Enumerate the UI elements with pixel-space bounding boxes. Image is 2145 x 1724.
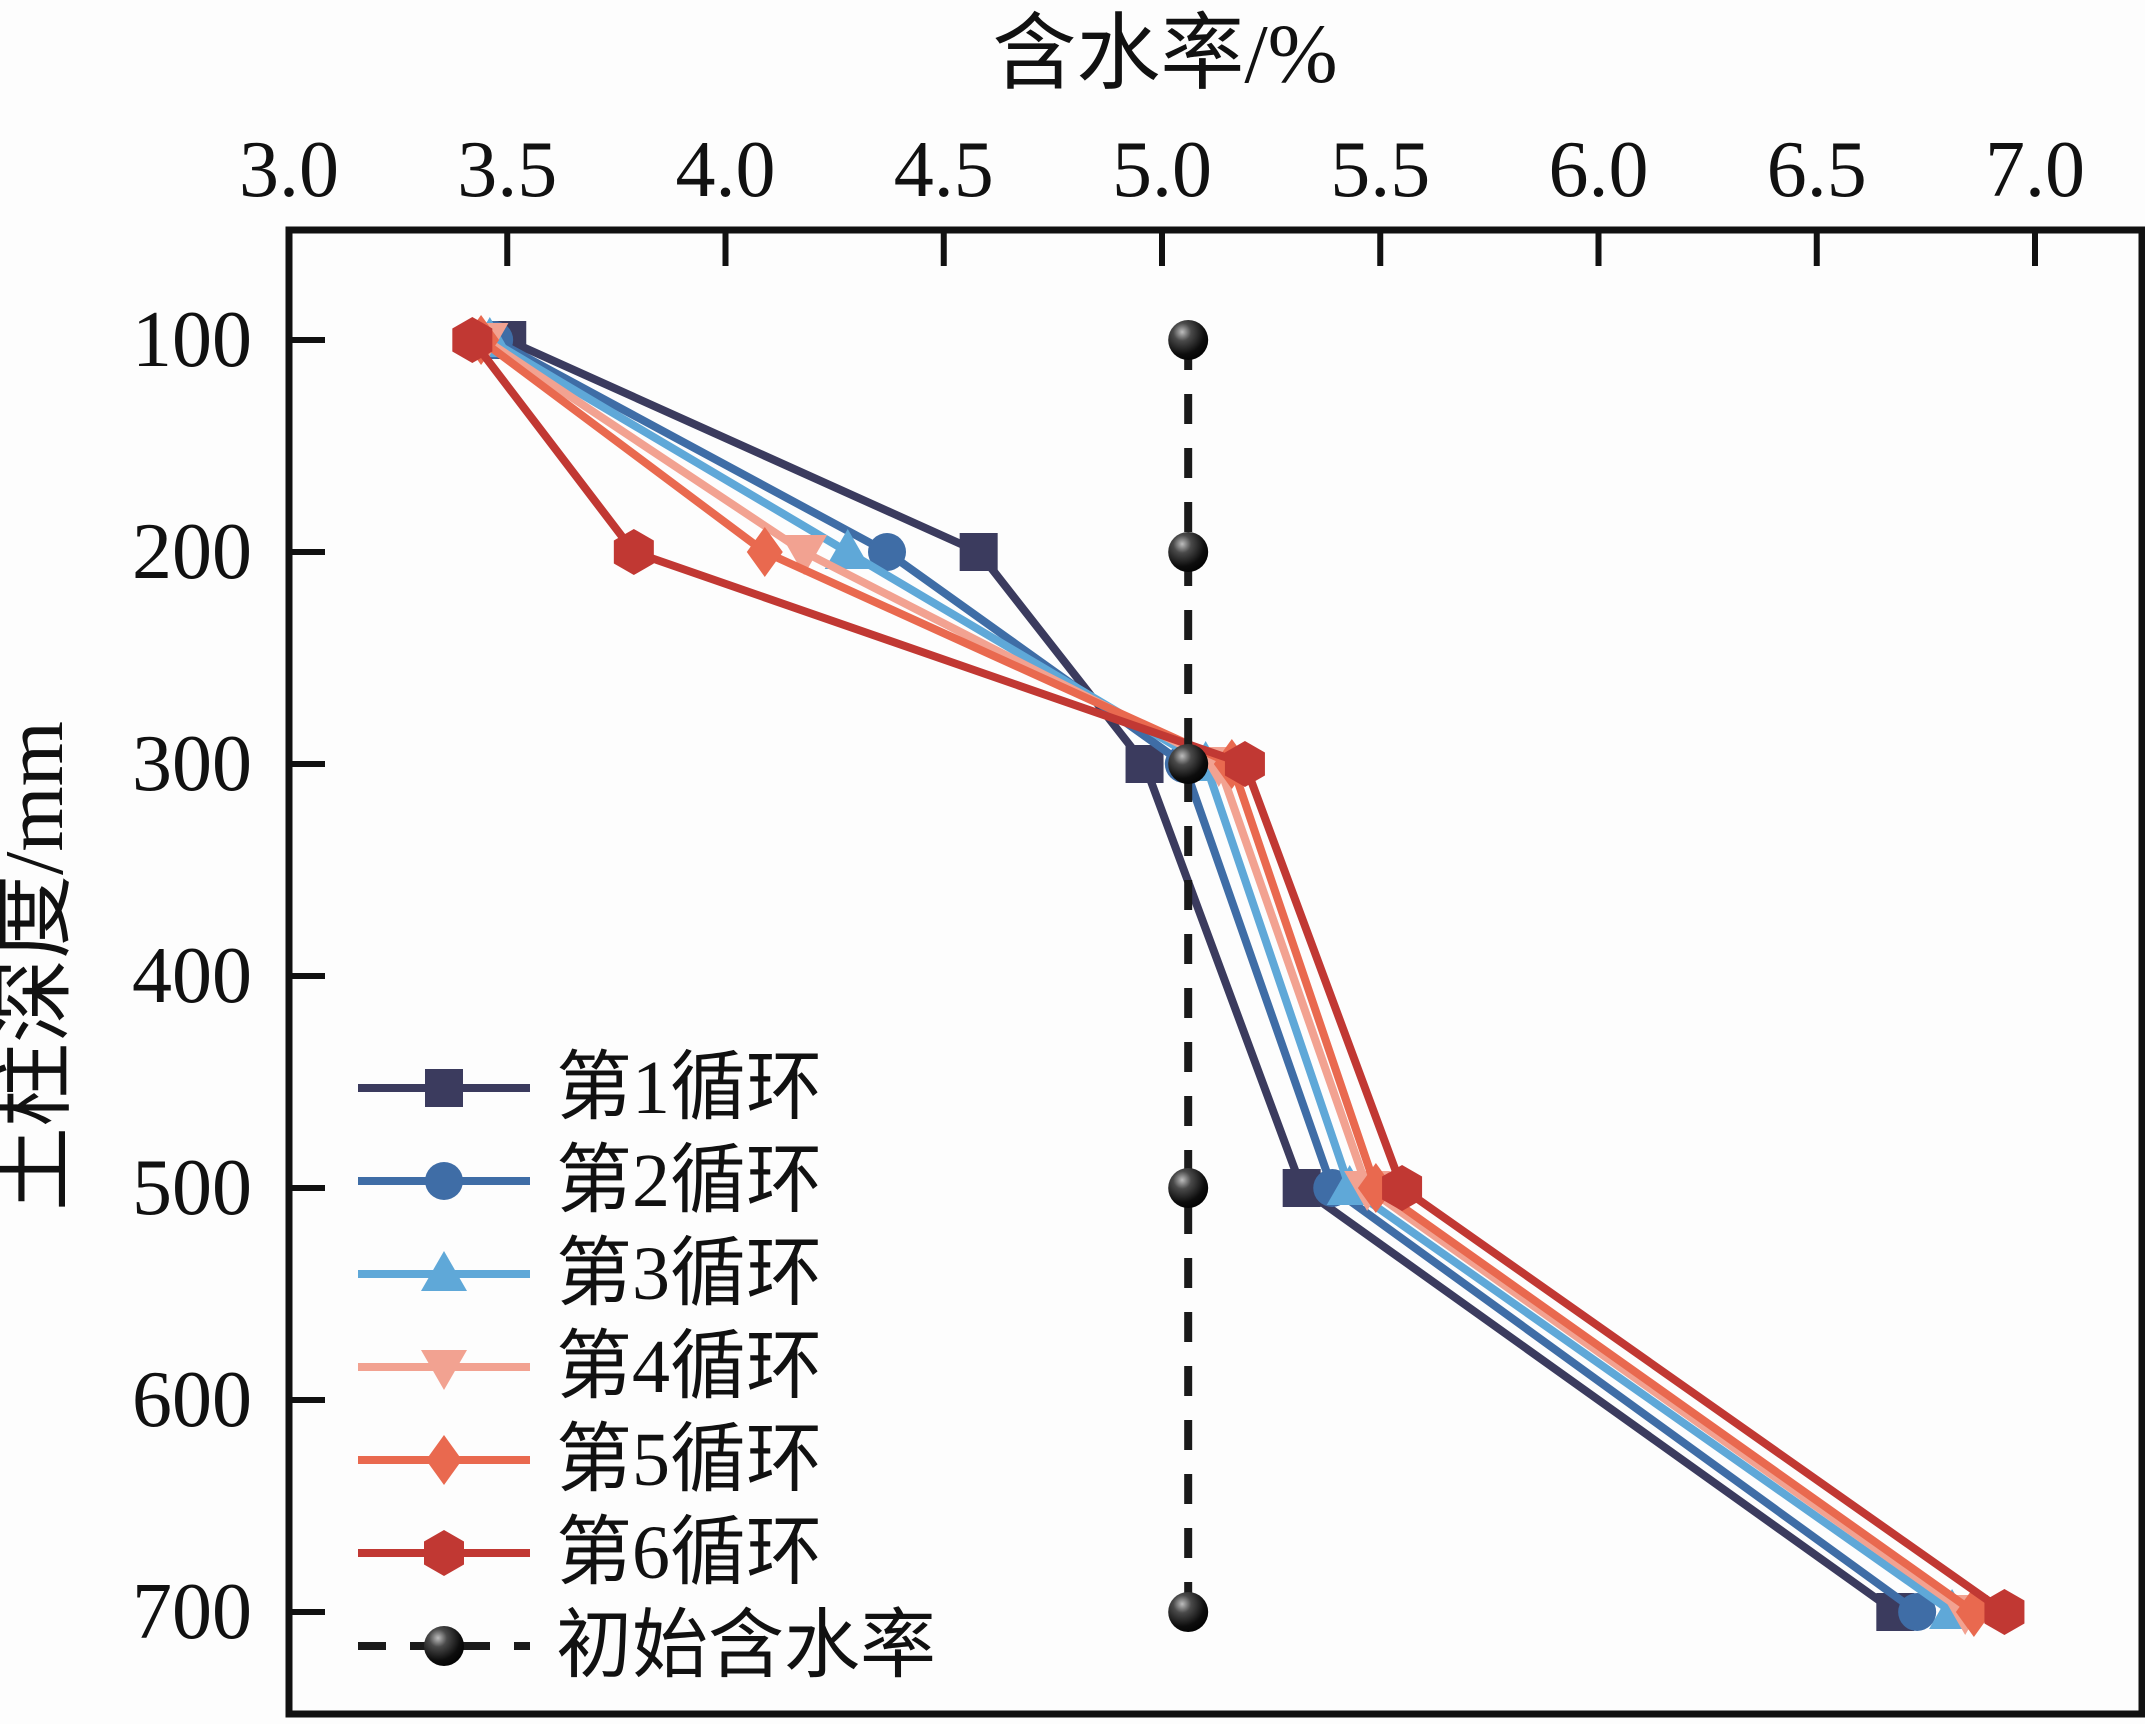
- legend-marker-initial: [424, 1626, 464, 1666]
- data-marker-cycle-3: [824, 529, 871, 569]
- data-marker-cycle-6: [1224, 741, 1265, 787]
- data-marker-initial: [1168, 1168, 1209, 1208]
- data-marker-cycle-1: [959, 533, 998, 571]
- x-tick-label: 7.0: [1985, 126, 2085, 214]
- data-marker-cycle-6: [1382, 1165, 1423, 1211]
- data-marker-cycle-6: [613, 529, 654, 575]
- data-marker-initial: [1168, 320, 1209, 360]
- y-tick-label: 200: [132, 508, 252, 596]
- y-tick-label: 700: [132, 1568, 252, 1656]
- legend-item-initial: 初始含水率: [358, 1604, 936, 1688]
- data-marker-cycle-1: [1125, 745, 1164, 783]
- x-tick-label: 6.5: [1767, 126, 1867, 214]
- legend-item-cycle-6: 第6循环: [358, 1511, 822, 1595]
- plot-area: 3.0 3.5 4.0 4.5 5.0 5.5 6.0 6.5 7.0 100 200 300 400 5…: [132, 126, 2145, 1718]
- x-axis-title: 含水率/%: [992, 8, 1337, 101]
- data-marker-cycle-5: [746, 527, 783, 577]
- y-axis-title: 土柱深度/mm: [0, 721, 81, 1211]
- legend-item-cycle-4: 第4循环: [358, 1325, 822, 1409]
- data-marker-cycle-6: [452, 317, 493, 363]
- legend-marker-cycle-3: [421, 1251, 467, 1291]
- data-marker-initial: [1168, 532, 1209, 572]
- data-marker-cycle-2: [1898, 1593, 1937, 1631]
- plot-border: [285, 226, 2145, 1718]
- y-tick-label: 100: [132, 296, 252, 384]
- legend-label-cycle-4: 第4循环: [556, 1325, 822, 1409]
- legend-marker-cycle-5: [426, 1435, 462, 1485]
- x-tick-label: 4.5: [894, 126, 994, 214]
- data-marker-cycle-6: [1984, 1589, 2025, 1635]
- legend-label-cycle-1: 第1循环: [556, 1046, 822, 1130]
- legend-label-cycle-2: 第2循环: [556, 1139, 822, 1223]
- y-tick-label: 600: [132, 1356, 252, 1444]
- legend-marker-cycle-4: [421, 1350, 467, 1390]
- legend-label-initial: 初始含水率: [556, 1604, 936, 1688]
- x-tick-label: 4.0: [676, 126, 776, 214]
- series-cycle-1: [488, 321, 1915, 1631]
- legend-item-cycle-2: 第2循环: [358, 1139, 822, 1223]
- legend-label-cycle-6: 第6循环: [556, 1511, 822, 1595]
- y-tick-label: 300: [132, 720, 252, 808]
- x-tick-label: 3.5: [457, 126, 557, 214]
- x-tick-label: 6.0: [1549, 126, 1649, 214]
- data-marker-initial: [1168, 744, 1209, 784]
- legend-label-cycle-3: 第3循环: [556, 1232, 822, 1316]
- legend-item-cycle-5: 第5循环: [358, 1418, 822, 1502]
- y-tick-label: 500: [132, 1144, 252, 1232]
- data-marker-cycle-4: [781, 535, 828, 575]
- legend-marker-cycle-2: [425, 1162, 463, 1200]
- legend-item-cycle-3: 第3循环: [358, 1232, 822, 1316]
- legend-item-cycle-1: 第1循环: [358, 1046, 822, 1130]
- x-tick-label: 5.5: [1330, 126, 1430, 214]
- legend-marker-cycle-6: [424, 1530, 464, 1576]
- x-tick-label: 5.0: [1112, 126, 1212, 214]
- x-tick-label: 3.0: [239, 126, 339, 214]
- data-marker-cycle-2: [868, 533, 907, 571]
- series-cycle-6: [452, 317, 2025, 1635]
- y-tick-label: 400: [132, 932, 252, 1020]
- legend-marker-cycle-1: [425, 1069, 463, 1107]
- data-marker-initial: [1168, 1592, 1209, 1632]
- legend-label-cycle-5: 第5循环: [556, 1418, 822, 1502]
- series-initial: [1168, 320, 1209, 1632]
